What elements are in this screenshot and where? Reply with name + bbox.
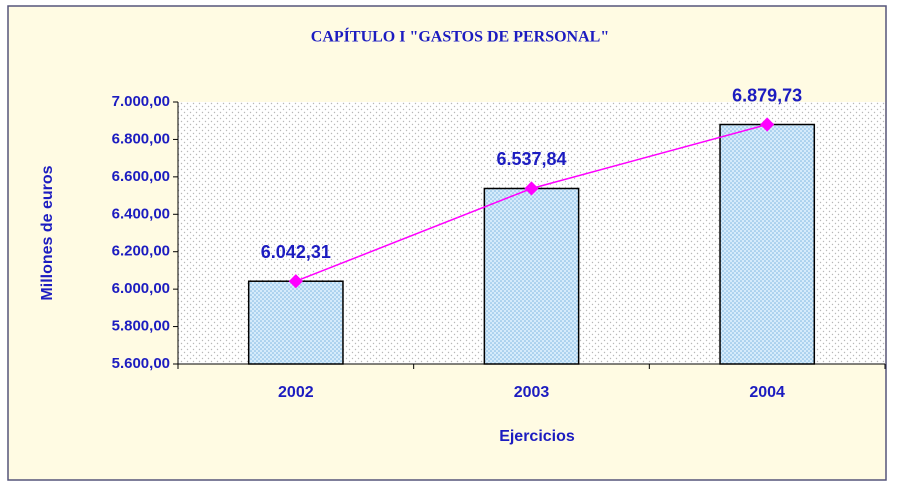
value-label: 6.879,73	[732, 85, 802, 105]
y-tick-label: 6.800,00	[112, 130, 170, 147]
y-tick-label: 6.000,00	[112, 280, 170, 297]
x-axis-label: Ejercicios	[499, 428, 575, 445]
y-tick-label: 6.600,00	[112, 168, 170, 185]
line-marker	[524, 181, 539, 196]
y-axis-label: Millones de euros	[39, 165, 56, 300]
x-tick-label: 2003	[514, 384, 550, 401]
y-tick-label: 5.600,00	[112, 355, 170, 372]
x-tick-label: 2004	[749, 384, 785, 401]
chart-title: CAPÍTULO I "GASTOS DE PERSONAL"	[311, 27, 609, 46]
y-tick-label: 7.000,00	[112, 93, 170, 110]
line-marker	[288, 274, 303, 289]
bar	[719, 123, 816, 365]
value-label: 6.537,84	[496, 149, 566, 169]
bar	[483, 187, 580, 365]
y-tick-label: 6.400,00	[112, 205, 170, 222]
value-label: 6.042,31	[261, 242, 331, 262]
x-tick-label: 2002	[278, 384, 314, 401]
y-tick-label: 5.800,00	[112, 318, 170, 335]
line-marker	[760, 117, 775, 132]
bar	[247, 280, 344, 365]
y-tick-label: 6.200,00	[112, 243, 170, 260]
